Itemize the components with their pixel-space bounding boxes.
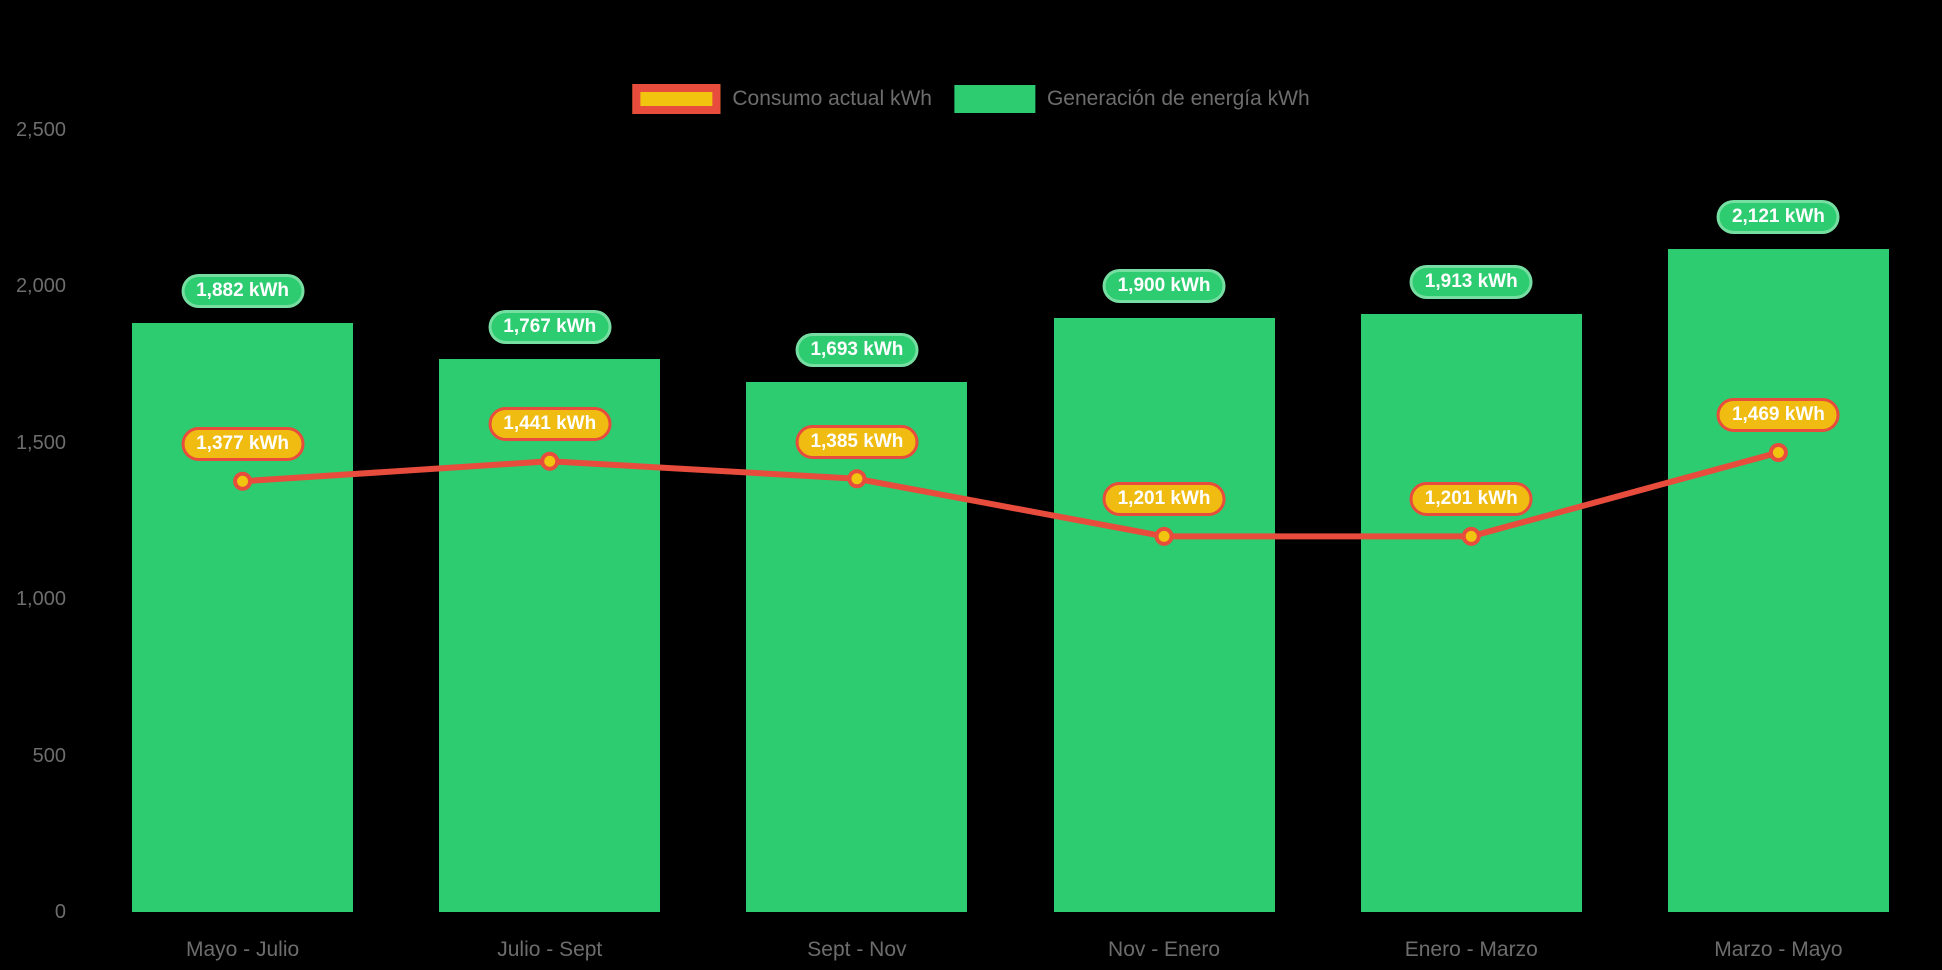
consumo-swatch-icon <box>632 84 721 114</box>
line-value-label: 1,377 kWh <box>181 427 305 462</box>
line-value-label: 1,441 kWh <box>488 407 612 442</box>
line-value-label: 1,469 kWh <box>1716 398 1840 433</box>
consumo-point[interactable] <box>1768 442 1788 462</box>
consumo-line <box>239 449 1782 540</box>
consumo-point[interactable] <box>540 451 560 471</box>
bar-value-label: 1,900 kWh <box>1102 268 1226 303</box>
bar-generacion[interactable] <box>1053 317 1275 912</box>
line-value-label: 1,201 kWh <box>1102 482 1226 517</box>
consumo-point[interactable] <box>233 471 253 491</box>
y-axis-tick-label: 0 <box>54 901 66 923</box>
x-axis-label: Mayo - Julio <box>185 938 300 961</box>
x-axis-label: Sept - Nov <box>807 938 907 961</box>
bar-generacion[interactable] <box>132 323 354 912</box>
bar-value-label: 2,121 kWh <box>1716 199 1840 234</box>
x-axis-label: Julio - Sept <box>497 938 603 961</box>
consumo-point[interactable] <box>1461 526 1481 546</box>
bar-value-label: 1,882 kWh <box>181 274 305 309</box>
bar-generacion[interactable] <box>439 359 661 912</box>
line-value-label: 1,201 kWh <box>1409 482 1533 517</box>
chart-legend: Consumo actual kWh Generación de energía… <box>632 84 1310 114</box>
consumo-point[interactable] <box>847 469 867 489</box>
legend-item-consumo[interactable]: Consumo actual kWh <box>632 84 932 114</box>
bar-value-label: 1,693 kWh <box>795 333 919 368</box>
line-value-label: 1,385 kWh <box>795 424 919 459</box>
y-axis-tick-label: 2,500 <box>15 119 66 141</box>
bar-generacion[interactable] <box>1360 313 1582 912</box>
x-axis-label: Nov - Enero <box>1108 938 1221 961</box>
x-axis-label: Marzo - Mayo <box>1714 938 1843 961</box>
y-axis-tick-label: 500 <box>32 744 66 767</box>
legend-label-generacion: Generación de energía kWh <box>1046 87 1310 110</box>
bar-generacion[interactable] <box>1667 248 1889 912</box>
y-axis-tick-label: 2,000 <box>15 275 66 298</box>
legend-item-generacion[interactable]: Generación de energía kWh <box>953 85 1310 113</box>
bar-value-label: 1,767 kWh <box>488 310 612 345</box>
bar-value-label: 1,913 kWh <box>1409 264 1533 299</box>
y-axis-tick-label: 1,500 <box>15 431 66 454</box>
generacion-swatch-icon <box>953 85 1035 113</box>
consumo-point[interactable] <box>1154 526 1174 546</box>
y-axis-tick-label: 1,000 <box>15 588 66 611</box>
legend-label-consumo: Consumo actual kWh <box>732 87 932 110</box>
x-axis-label: Enero - Marzo <box>1404 938 1538 961</box>
